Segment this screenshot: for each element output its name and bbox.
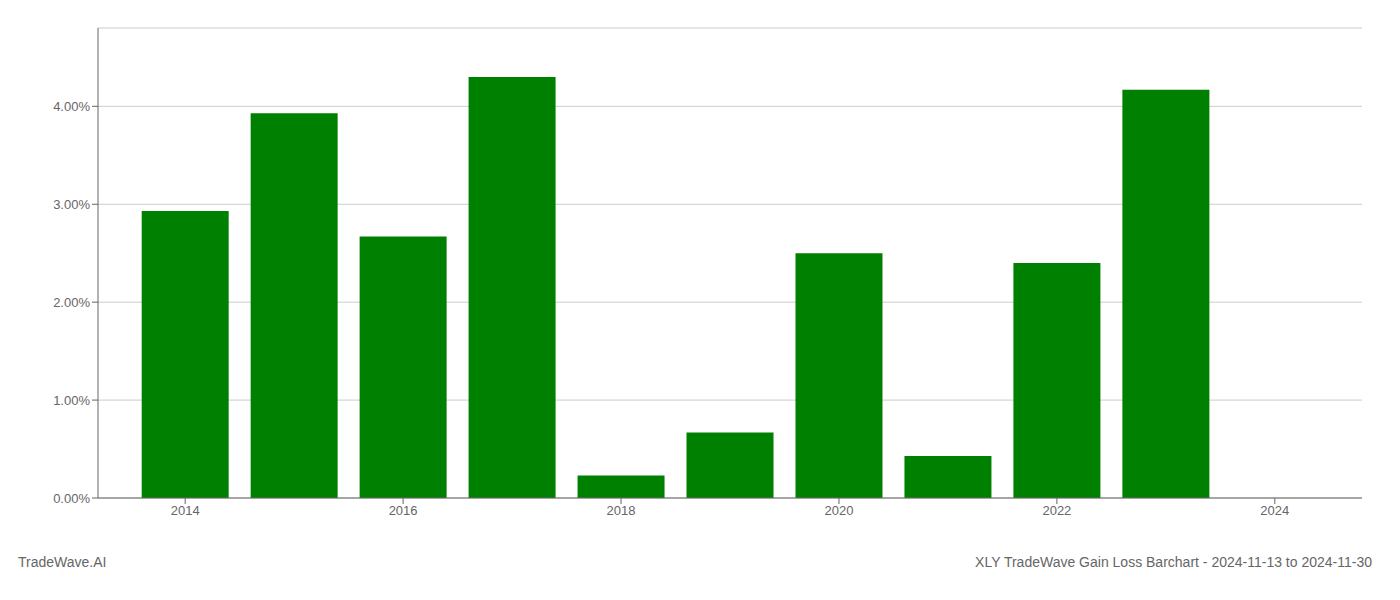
svg-text:2016: 2016	[389, 503, 418, 518]
html-text:TradeWave.AI: TradeWave.AI	[18, 554, 107, 570]
svg-text:2024: 2024	[1260, 503, 1289, 518]
svg-text:4.00%: 4.00%	[53, 99, 90, 114]
svg-text:3.00%: 3.00%	[53, 197, 90, 212]
svg-text:1.00%: 1.00%	[53, 393, 90, 408]
svg-text:2018: 2018	[607, 503, 636, 518]
svg-text:0.00%: 0.00%	[53, 491, 90, 506]
svg-text:2020: 2020	[825, 503, 854, 518]
html-text:XLY TradeWave Gain Loss Barcha: XLY TradeWave Gain Loss Barchart - 2024-…	[975, 554, 1372, 570]
svg-text:2.00%: 2.00%	[53, 295, 90, 310]
svg-text:2022: 2022	[1042, 503, 1071, 518]
svg-text:2014: 2014	[171, 503, 200, 518]
